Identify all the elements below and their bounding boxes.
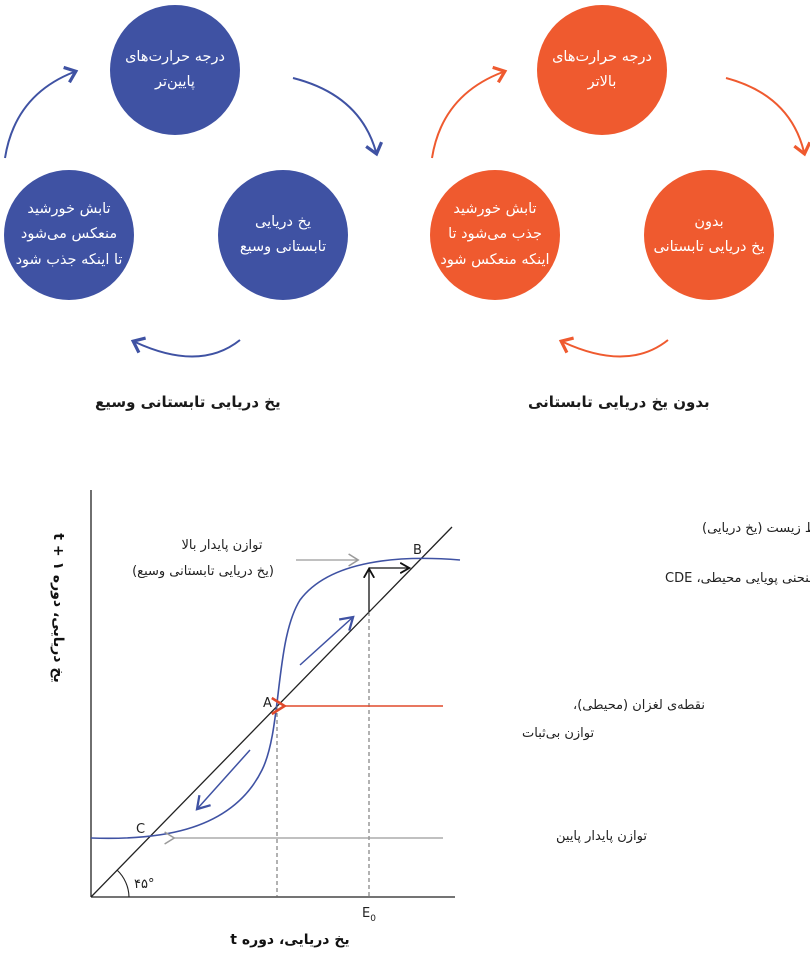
cycle-left-arrow-top-left bbox=[4, 65, 79, 159]
label-inflection-1: نقطه‌ی لغزان (محیطی)، bbox=[573, 698, 705, 713]
x-tick-label: E0 bbox=[362, 906, 376, 924]
x-axis-label: یخ دریایی، دوره t bbox=[230, 932, 349, 948]
cycle-left-right-text: یخ دریایی تابستانی وسیع bbox=[239, 213, 327, 255]
label-inflection-2: توازن بی‌ثبات bbox=[522, 726, 594, 741]
label-high-eq-2: (یخ دریایی تابستانی وسیع) bbox=[132, 564, 274, 579]
dynamics-curve bbox=[90, 557, 461, 840]
cycle-right-caption: بدون یخ دریایی تابستانی bbox=[528, 393, 710, 411]
cycle-left-caption: یخ دریایی تابستانی وسیع bbox=[95, 393, 281, 411]
cycle-right-arrow-top-left bbox=[431, 65, 508, 159]
angle-label: ۴۵° bbox=[134, 877, 154, 892]
cycle-left-right-circle: یخ دریایی تابستانی وسیع bbox=[218, 170, 348, 300]
point-b-label: B bbox=[413, 543, 422, 558]
cycle-right-arrow-bottom bbox=[558, 336, 669, 358]
label-low-eq: توازن پایدار پایین bbox=[556, 829, 647, 844]
y-axis-label: یخ دریایی، دوره ۱ + t bbox=[50, 533, 66, 682]
cycle-right-top-text: درجه حرارت‌های بالاتر bbox=[552, 48, 652, 90]
cycle-right-arrow-top-right bbox=[725, 77, 810, 157]
cycle-left-left-circle: تابش خورشید منعکس می‌شود تا اینکه جذب شو… bbox=[4, 170, 134, 300]
up-direction-arrow bbox=[299, 615, 355, 666]
point-a-label: A bbox=[263, 696, 272, 711]
label-unchanged-line: خط تغییر نکرده محیط زیست (یخ دریایی) bbox=[702, 521, 810, 536]
point-c-label: C bbox=[136, 822, 145, 837]
cycle-right-right-circle: بدون یخ دریایی تابستانی bbox=[644, 170, 774, 300]
down-direction-arrow bbox=[195, 749, 251, 811]
angle-arc bbox=[116, 869, 130, 898]
cycle-right-top-circle: درجه حرارت‌های بالاتر bbox=[537, 5, 667, 135]
cycle-left-left-text: تابش خورشید منعکس می‌شود تا اینکه جذب شو… bbox=[15, 200, 123, 268]
cycle-left-arrow-top-right bbox=[292, 77, 384, 157]
cycle-right-left-circle: تابش خورشید جذب می‌شود تا اینکه منعکس شو… bbox=[430, 170, 560, 300]
cycle-left-arrow-bottom bbox=[130, 336, 241, 358]
unchanged-line bbox=[90, 526, 453, 898]
cycle-right-right-text: بدون یخ دریایی تابستانی bbox=[653, 213, 765, 255]
cycle-arrows bbox=[4, 65, 810, 358]
label-dynamics-curve: منحنی پویایی محیطی، CDE bbox=[665, 571, 810, 586]
cycle-left-top-text: درجه حرارت‌های پایین‌تر bbox=[125, 48, 225, 90]
cycle-left-top-circle: درجه حرارت‌های پایین‌تر bbox=[110, 5, 240, 135]
cycle-right-left-text: تابش خورشید جذب می‌شود تا اینکه منعکس شو… bbox=[440, 200, 550, 268]
label-high-eq-1: توازن پایدار بالا bbox=[182, 538, 263, 553]
